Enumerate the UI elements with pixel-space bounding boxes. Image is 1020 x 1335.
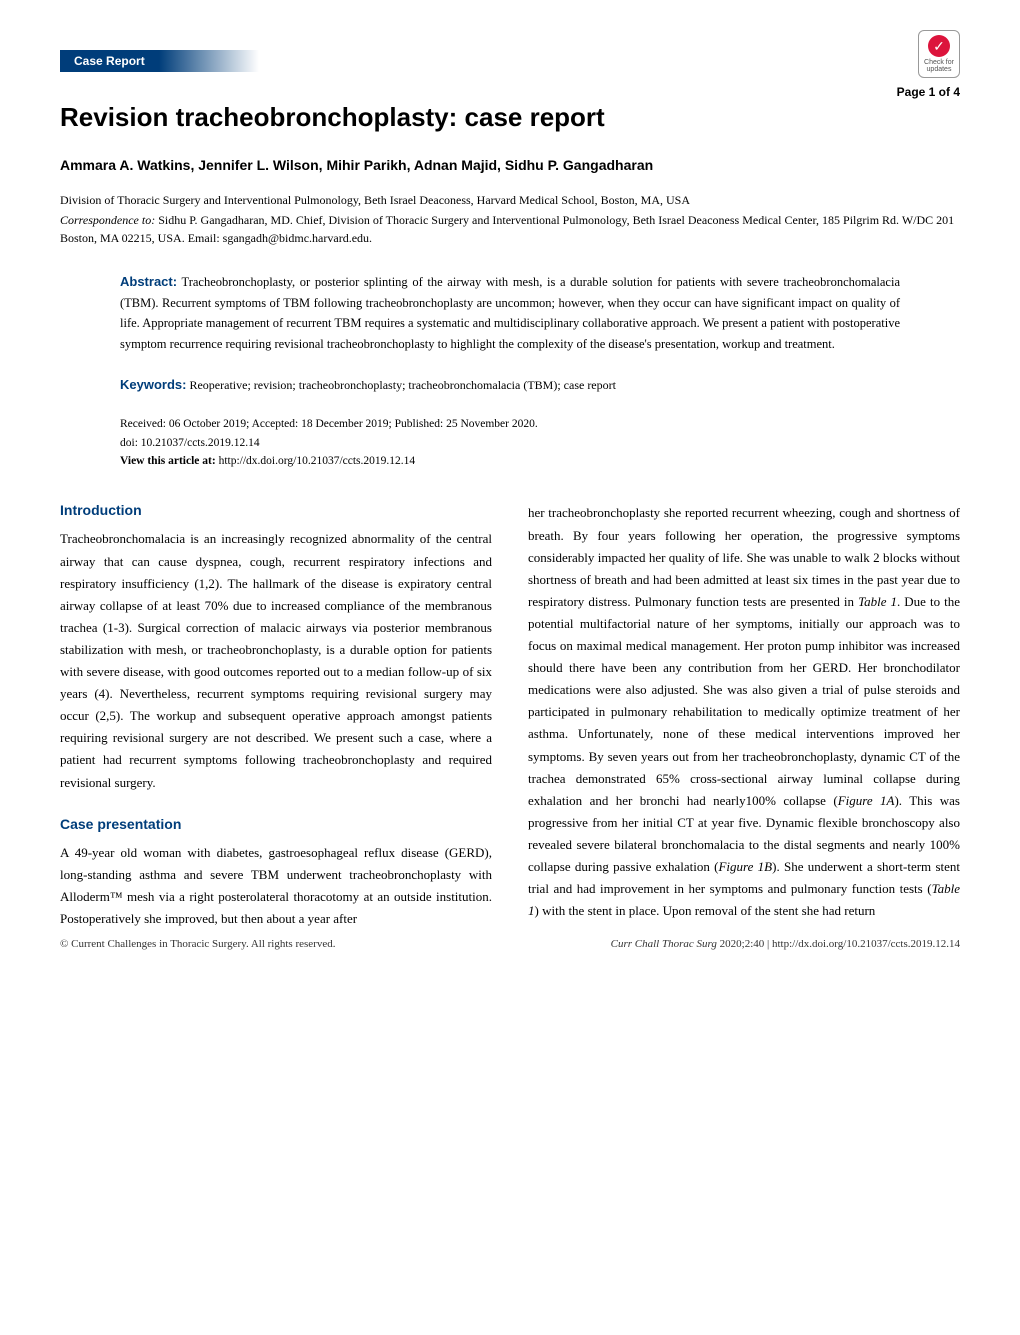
page-number-label: Page 1 of 4 bbox=[897, 85, 960, 99]
right-column: her tracheobronchoplasty she reported re… bbox=[528, 502, 960, 930]
abstract-block: Abstract: Tracheobronchoplasty, or poste… bbox=[120, 271, 900, 355]
footer-copyright: © Current Challenges in Thoracic Surgery… bbox=[60, 938, 335, 950]
doi-line: doi: 10.21037/ccts.2019.12.14 bbox=[120, 434, 900, 452]
correspondence-label: Correspondence to: bbox=[60, 213, 155, 227]
crossmark-text: Check for updates bbox=[924, 59, 954, 73]
introduction-heading: Introduction bbox=[60, 502, 492, 518]
dates-line: Received: 06 October 2019; Accepted: 18 … bbox=[120, 415, 900, 433]
article-title: Revision tracheobronchoplasty: case repo… bbox=[60, 102, 960, 133]
footer-rest: 2020;2:40 | http://dx.doi.org/10.21037/c… bbox=[717, 938, 960, 950]
page-footer: © Current Challenges in Thoracic Surgery… bbox=[60, 938, 960, 950]
keywords-block: Keywords: Reoperative; revision; tracheo… bbox=[120, 375, 900, 396]
case-r5: ) with the stent in place. Upon removal … bbox=[535, 903, 876, 918]
keywords-text: Reoperative; revision; tracheobronchopla… bbox=[186, 378, 616, 392]
correspondence: Correspondence to: Sidhu P. Gangadharan,… bbox=[60, 211, 960, 247]
case-r2: . Due to the potential multifactorial na… bbox=[528, 594, 960, 808]
view-url[interactable]: http://dx.doi.org/10.21037/ccts.2019.12.… bbox=[216, 455, 415, 467]
left-column: Introduction Tracheobronchomalacia is an… bbox=[60, 502, 492, 930]
crossmark-icon: ✓ bbox=[928, 35, 950, 57]
abstract-label: Abstract: bbox=[120, 274, 177, 289]
case-text-right: her tracheobronchoplasty she reported re… bbox=[528, 502, 960, 922]
header-row: Case Report bbox=[60, 50, 960, 72]
footer-citation: Curr Chall Thorac Surg 2020;2:40 | http:… bbox=[611, 938, 960, 950]
case-report-badge: Case Report bbox=[60, 50, 159, 72]
introduction-text: Tracheobronchomalacia is an increasingly… bbox=[60, 528, 492, 793]
abstract-text: Tracheobronchoplasty, or posterior splin… bbox=[120, 275, 900, 351]
view-article-line: View this article at: http://dx.doi.org/… bbox=[120, 452, 900, 470]
table-ref-1: Table 1 bbox=[858, 594, 897, 609]
keywords-label: Keywords: bbox=[120, 377, 186, 392]
body-columns: Introduction Tracheobronchomalacia is an… bbox=[60, 502, 960, 930]
figure-ref-2: Figure 1B bbox=[718, 859, 772, 874]
author-list: Ammara A. Watkins, Jennifer L. Wilson, M… bbox=[60, 157, 960, 173]
badge-fade bbox=[159, 50, 259, 72]
correspondence-text: Sidhu P. Gangadharan, MD. Chief, Divisio… bbox=[60, 213, 954, 245]
case-text-left: A 49-year old woman with diabetes, gastr… bbox=[60, 842, 492, 930]
footer-journal: Curr Chall Thorac Surg bbox=[611, 938, 717, 950]
view-label: View this article at: bbox=[120, 455, 216, 467]
crossmark-badge[interactable]: ✓ Check for updates bbox=[918, 30, 960, 78]
affiliation: Division of Thoracic Surgery and Interve… bbox=[60, 191, 960, 209]
case-heading: Case presentation bbox=[60, 816, 492, 832]
figure-ref-1: Figure 1A bbox=[838, 793, 895, 808]
